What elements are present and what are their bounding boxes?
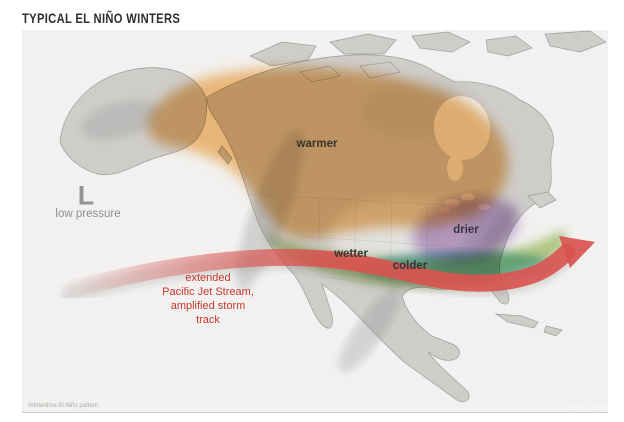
jet-stream-arrow — [61, 236, 595, 303]
low-pressure-label: low pressure — [55, 208, 121, 220]
source-attribution: NOAA Climate.gov — [568, 406, 624, 412]
jet-caption-line-2: Pacific Jet Stream, — [162, 286, 254, 298]
colder-region-label: colder — [392, 260, 428, 272]
warmer-region-label: warmer — [296, 138, 338, 150]
jet-caption-line-4: track — [196, 314, 220, 326]
wetter-region-label: wetter — [334, 248, 368, 260]
credit-caption: Wintertime El Niño pattern — [28, 403, 99, 409]
jet-stream-arrowhead — [559, 236, 595, 268]
page-title: TYPICAL EL NIÑO WINTERS — [22, 10, 181, 26]
warmer-region-overlay — [148, 67, 509, 238]
low-pressure-symbol: L — [77, 180, 95, 211]
jet-caption-line-3: amplified storm — [170, 300, 246, 312]
drier-region-label: drier — [453, 224, 479, 236]
jet-stream-caption: extended Pacific Jet Stream, amplified s… — [137, 271, 279, 327]
jet-caption-line-1: extended — [185, 272, 231, 284]
drier-region-overlay — [413, 196, 519, 262]
